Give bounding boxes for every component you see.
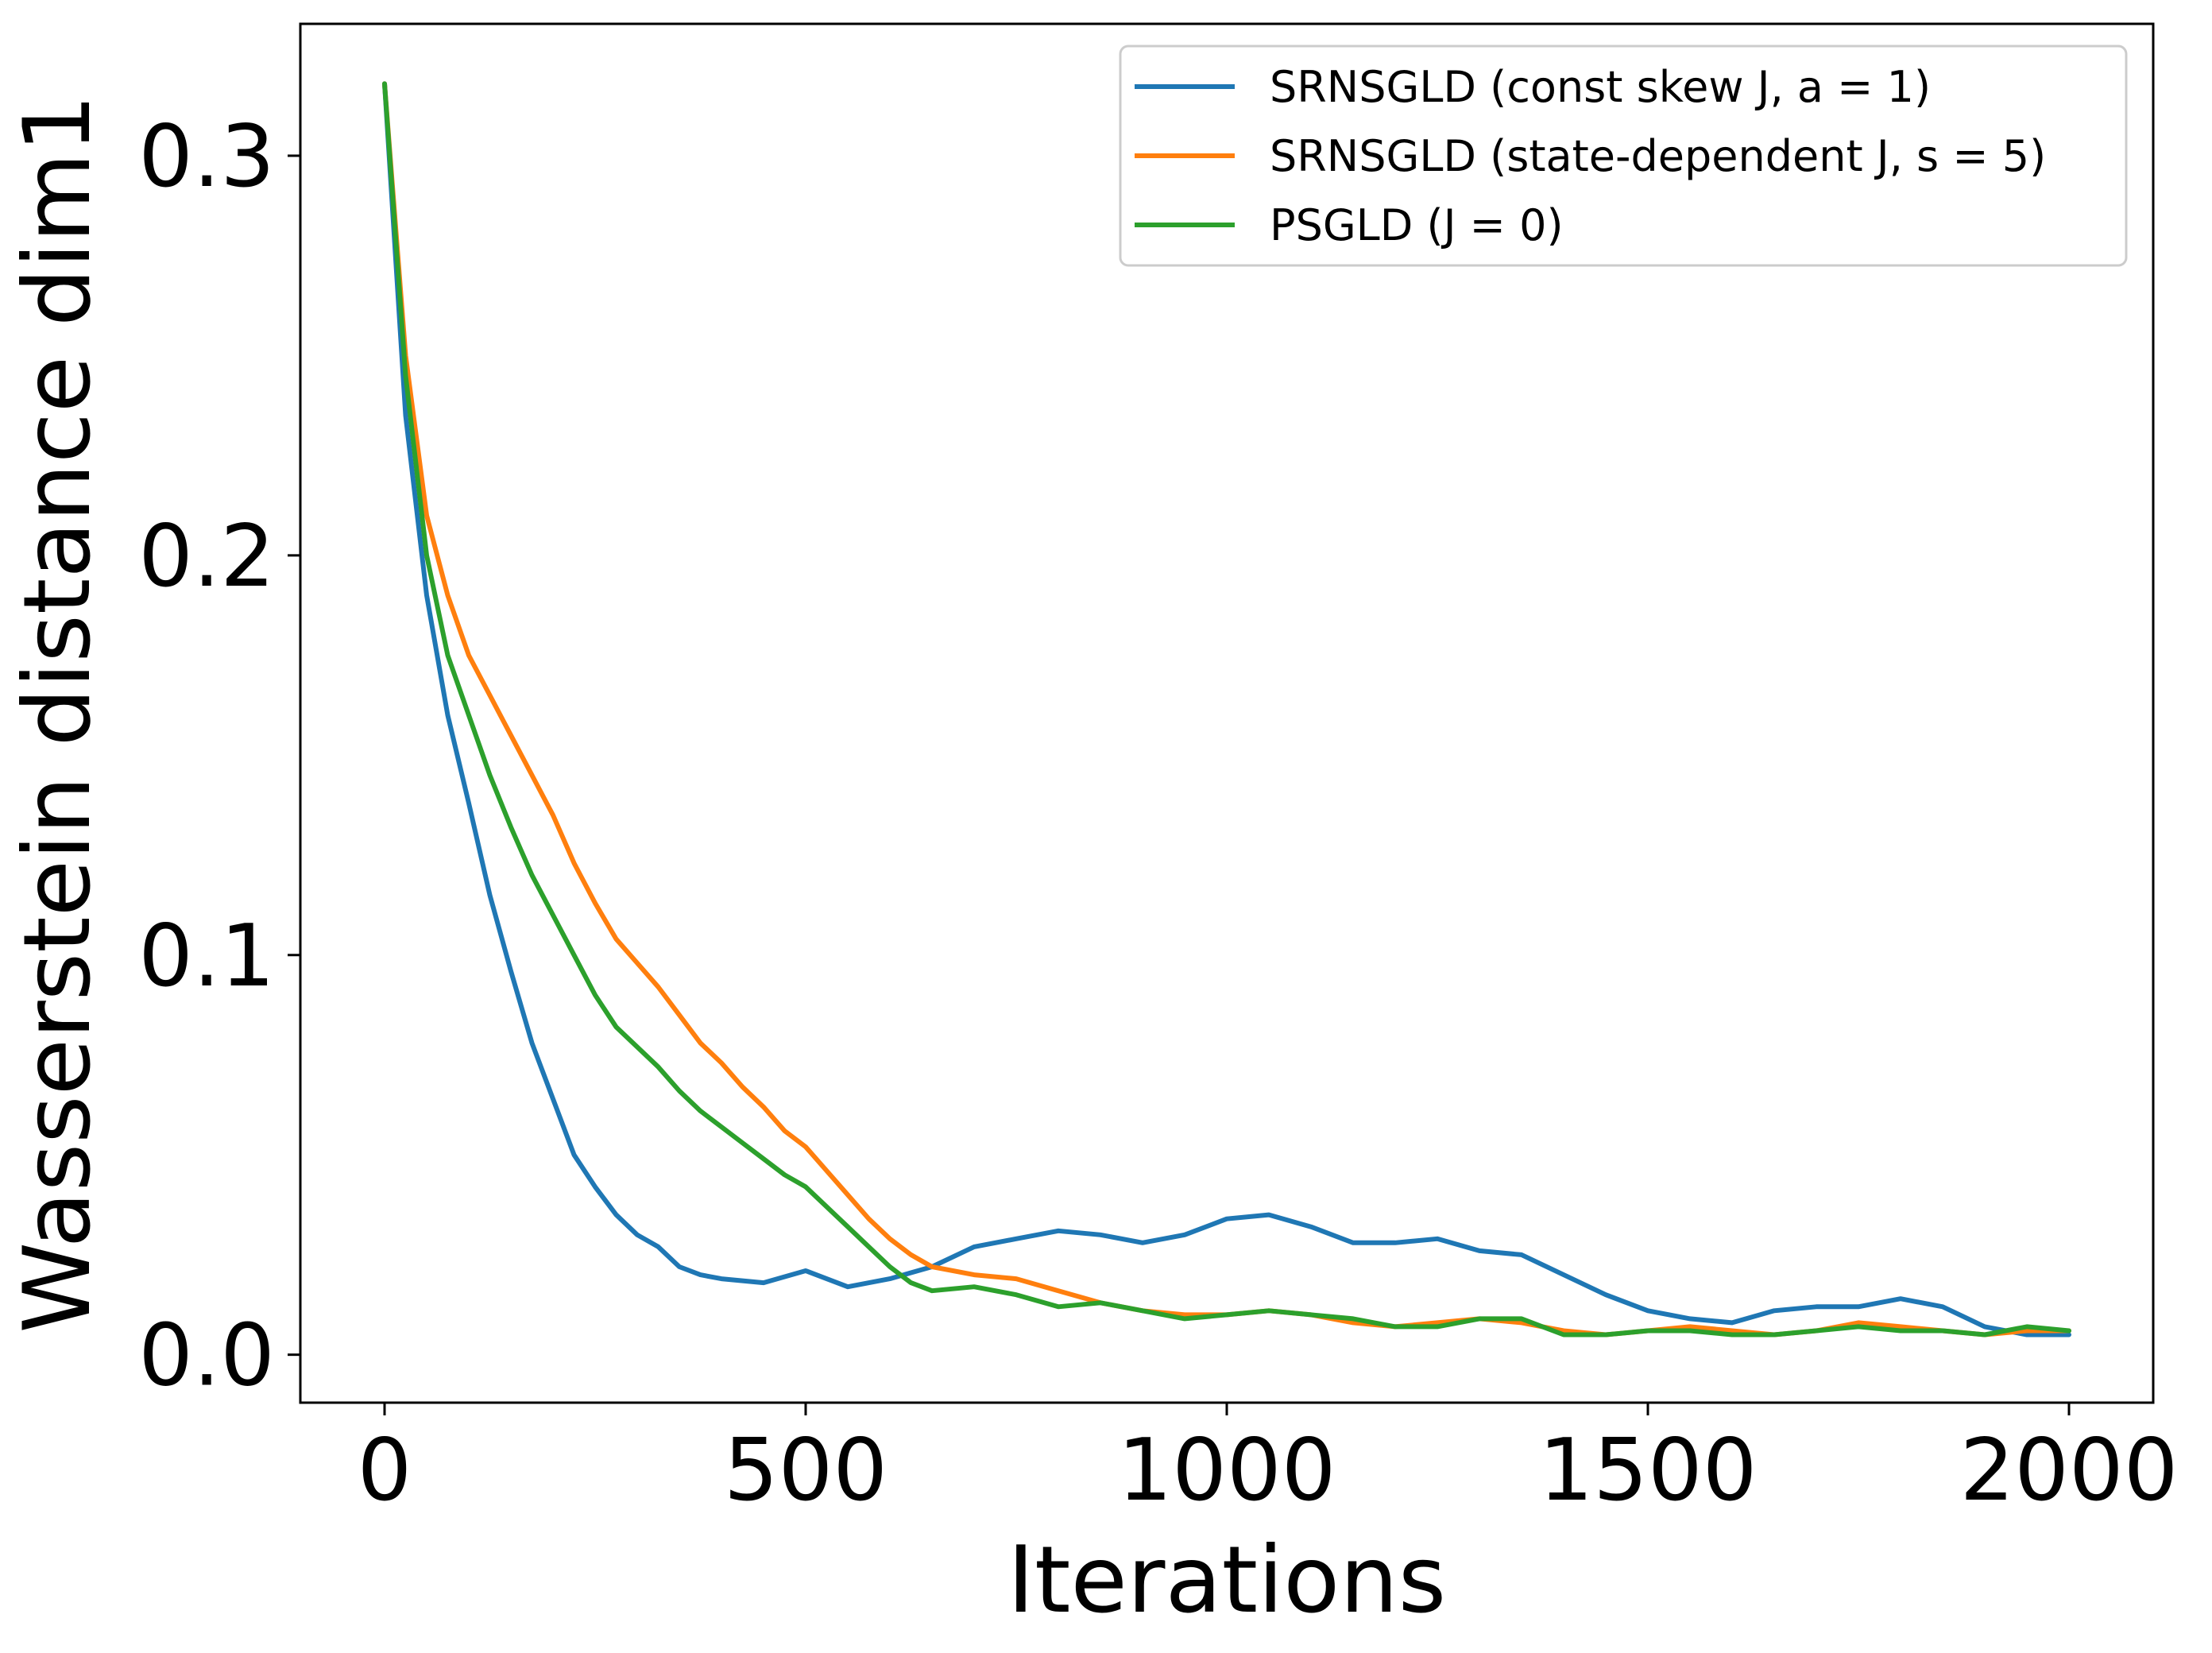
y-axis: 0.0 0.1 0.2 0.3	[138, 107, 300, 1406]
legend: SRNSGLD (const skew J, a = 1) SRNSGLD (st…	[1119, 45, 2128, 267]
y-tick-label: 0.3	[138, 107, 275, 207]
legend-label-2: SRNSGLD (state-dependent J, s = 5)	[1270, 131, 2046, 181]
x-tick-label: 500	[724, 1421, 888, 1520]
legend-label-3: PSGLD (J = 0)	[1270, 200, 1564, 250]
series-line-1	[382, 81, 2071, 1337]
x-tick-label: 1500	[1539, 1421, 1758, 1520]
y-tick-label: 0.0	[138, 1307, 275, 1406]
y-tick-label: 0.1	[138, 907, 275, 1006]
legend-label-1: SRNSGLD (const skew J, a = 1)	[1270, 62, 1931, 112]
x-tick-label: 0	[358, 1421, 412, 1520]
series-line-2	[382, 81, 2071, 1337]
y-tick-label: 0.2	[138, 507, 275, 606]
x-tick-label: 2000	[1960, 1421, 2179, 1520]
legend-box	[1119, 45, 2128, 267]
x-axis: 0 500 1000 1500 2000	[358, 1403, 2179, 1520]
plot-lines	[382, 81, 2071, 1337]
x-tick-label: 1000	[1118, 1421, 1336, 1520]
series-line-3	[382, 81, 2071, 1337]
x-axis-label: Iterations	[1007, 1527, 1446, 1634]
y-axis-label: Wasserstein distance dim1	[4, 94, 111, 1333]
